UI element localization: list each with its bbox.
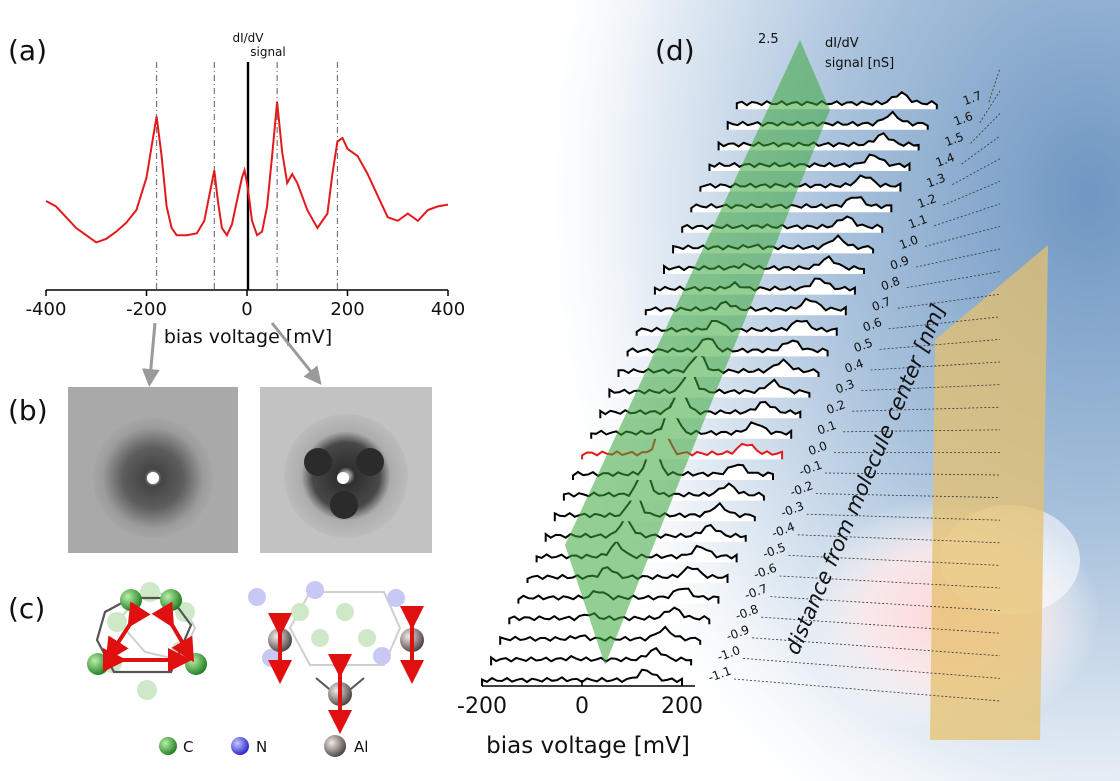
x-tick-label: -200 xyxy=(126,299,167,320)
atom-c xyxy=(120,589,142,611)
arrow-to-image-1 xyxy=(141,322,160,387)
distance-label: 1.1 xyxy=(906,212,929,232)
distance-label: 1.4 xyxy=(934,150,957,170)
legend-label-al: Al xyxy=(354,738,368,756)
x-tick-label-d: -200 xyxy=(457,694,507,719)
distance-leader xyxy=(815,493,1001,498)
distance-leader xyxy=(806,513,1001,521)
x-ticks: -400 -200 0 200 400 xyxy=(26,290,465,320)
distance-leader xyxy=(870,361,1001,371)
z-axis-label-line1: dI/dV xyxy=(825,36,859,51)
panel-label-b: (b) xyxy=(8,394,48,427)
distance-label: 0.5 xyxy=(852,336,875,356)
distance-label: 0.1 xyxy=(815,418,838,438)
distance-label: 0.6 xyxy=(861,315,884,335)
distance-label: 0.2 xyxy=(825,397,848,417)
atom-legend: C N Al xyxy=(159,735,368,757)
arrow-to-image-2 xyxy=(270,322,322,386)
distance-leader xyxy=(924,226,1001,247)
distance-label: 1.0 xyxy=(897,233,920,253)
x-tick-label: 200 xyxy=(330,299,364,320)
distance-leader xyxy=(733,678,1001,702)
legend-swatch-c xyxy=(159,737,177,755)
x-tick-label: -400 xyxy=(26,299,67,320)
distance-leader xyxy=(879,339,1001,350)
panel-label-a: (a) xyxy=(8,34,47,67)
side-plane xyxy=(930,245,1048,740)
distance-leader xyxy=(788,555,1001,566)
distance-leader xyxy=(988,68,1001,103)
x-axis-label-d: bias voltage [mV] xyxy=(486,733,690,759)
distance-leader xyxy=(752,637,1001,657)
distance-leader xyxy=(952,158,1001,185)
distance-label: 0.4 xyxy=(843,356,866,376)
waterfall-curve xyxy=(490,646,693,666)
distance-leader xyxy=(970,113,1001,144)
distance-leader xyxy=(743,658,1001,679)
spectrum-line xyxy=(45,101,449,244)
x-tick-label-d: 200 xyxy=(661,694,703,719)
panel-label-c: (c) xyxy=(8,592,45,625)
x-tick-label: 0 xyxy=(241,299,252,320)
distance-label: 0.3 xyxy=(834,377,857,397)
atom-c xyxy=(87,653,109,675)
distance-label: 0.9 xyxy=(888,253,911,273)
distance-leader xyxy=(779,575,1001,589)
distance-label: 0.0 xyxy=(806,439,829,459)
panel-label-d: (d) xyxy=(655,34,695,67)
distance-leader xyxy=(852,406,1001,412)
y-axis-label-line1: dI/dV xyxy=(232,31,264,45)
legend-label-c: C xyxy=(183,738,193,756)
x-tick-label-d: 0 xyxy=(575,694,589,719)
z-axis-max: 2.5 xyxy=(758,32,779,47)
distance-leader xyxy=(824,472,1001,476)
legend-swatch-n xyxy=(231,737,249,755)
distance-label: 0.8 xyxy=(879,274,902,294)
distance-leader xyxy=(797,534,1001,544)
distance-label: 1.3 xyxy=(925,171,948,191)
green-plane xyxy=(565,40,830,665)
legend-label-n: N xyxy=(256,738,267,756)
x-ticks-d: -200 0 200 xyxy=(457,680,703,719)
distance-label: 1.2 xyxy=(916,191,939,211)
distance-leader xyxy=(897,293,1001,309)
aluminum-mode xyxy=(248,581,424,734)
z-axis-label-line2: signal [nS] xyxy=(825,56,894,71)
panel-a-chart: dI/dV signal -400 -200 0 200 400 bias voltag… xyxy=(26,31,466,348)
distance-label: 1.6 xyxy=(952,109,975,129)
x-tick-label: 400 xyxy=(431,299,465,320)
waterfall-curve xyxy=(726,110,929,130)
distance-leader xyxy=(888,316,1001,330)
panel-b-images xyxy=(68,387,432,553)
carbon-ring-mode xyxy=(87,582,207,700)
atom-c xyxy=(185,653,207,675)
distance-label: 0.7 xyxy=(870,294,893,314)
y-axis-label-line2: signal xyxy=(250,45,286,59)
panel-c-modes xyxy=(87,581,424,734)
x-axis-label: bias voltage [mV] xyxy=(164,326,332,348)
atom-c xyxy=(160,589,182,611)
distance-label: 1.7 xyxy=(961,88,984,108)
distance-leader xyxy=(934,203,1001,227)
legend-swatch-al xyxy=(324,735,346,757)
distance-label: 1.5 xyxy=(943,130,966,150)
distance-leader xyxy=(861,384,1001,391)
